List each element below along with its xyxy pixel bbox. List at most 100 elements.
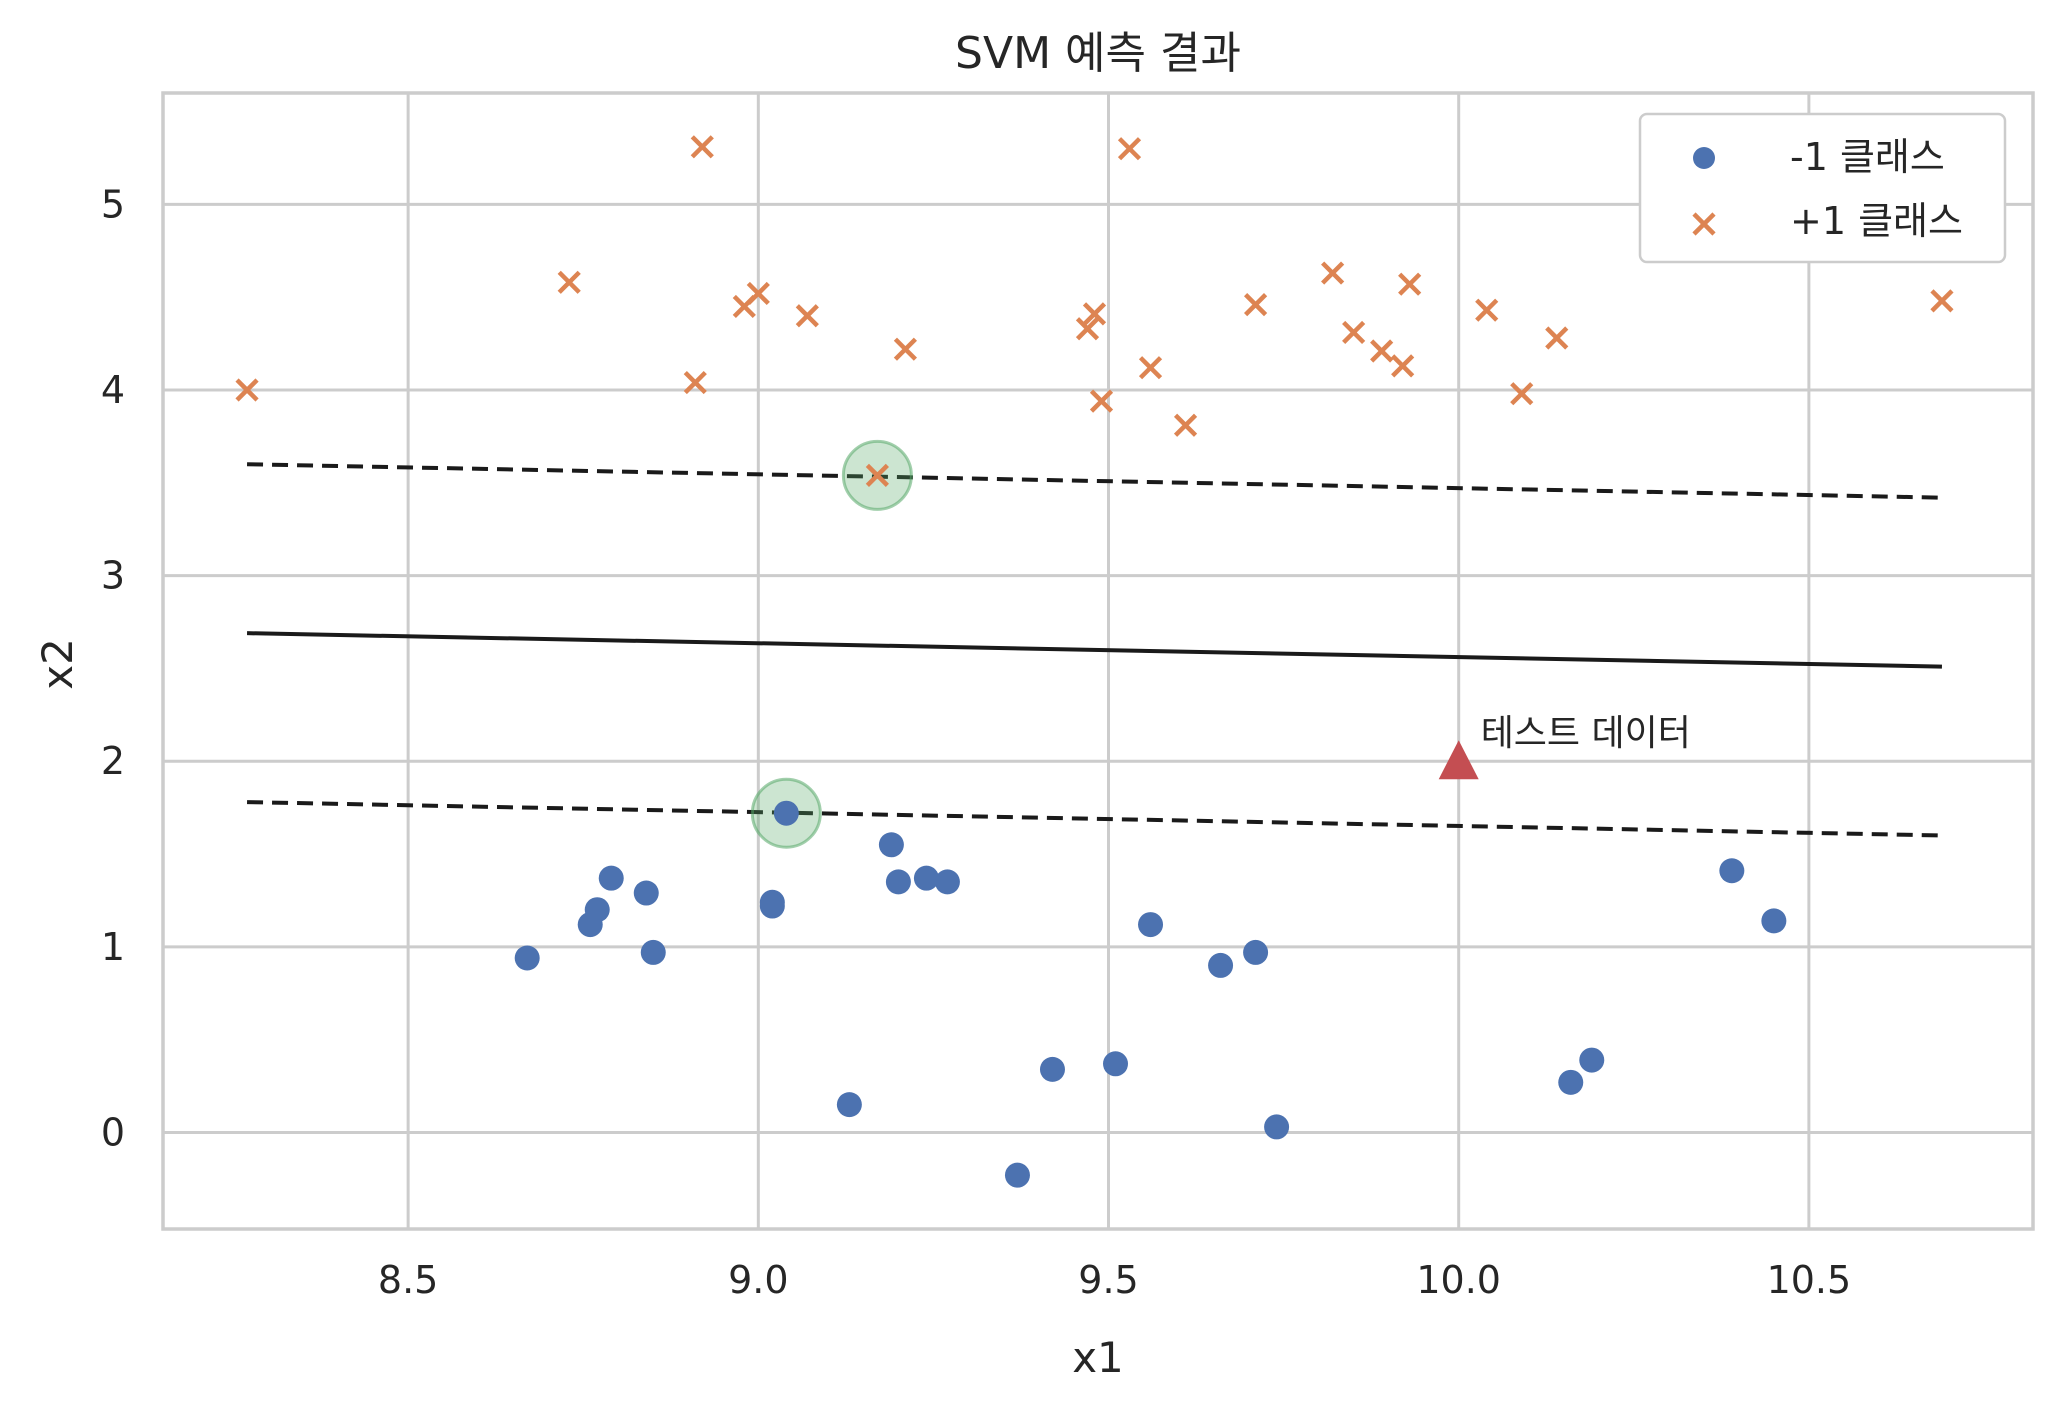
y-tick-labels: 0 1 2 3 4 5 xyxy=(101,182,125,1154)
neg-class-point xyxy=(1208,952,1234,978)
neg-class-point xyxy=(1761,908,1787,934)
pos-class-point xyxy=(683,370,707,395)
x-marker-stroke xyxy=(1075,317,1100,341)
y-tick-label: 2 xyxy=(101,739,125,783)
x-marker-stroke xyxy=(557,270,581,294)
neg-class-point xyxy=(1103,1051,1129,1077)
neg-class-point xyxy=(1558,1069,1584,1095)
x-tick-label: 10.0 xyxy=(1416,1258,1501,1302)
x-marker-stroke xyxy=(746,281,770,306)
x-tick-label: 9.0 xyxy=(728,1258,788,1302)
neg-class-point xyxy=(640,939,666,965)
decision-boundary-line xyxy=(247,631,1942,669)
pos-class-point xyxy=(1321,261,1345,285)
neg-class-point xyxy=(934,869,960,895)
x-tick-labels: 8.5 9.0 9.5 10.0 10.5 xyxy=(378,1258,1851,1302)
neg-class-point xyxy=(514,945,540,971)
pos-class-point xyxy=(1089,389,1114,413)
legend-marker-neg-class xyxy=(1693,147,1715,169)
x-marker-stroke xyxy=(865,463,889,487)
y-tick-label: 1 xyxy=(101,925,125,969)
x-marker-stroke xyxy=(690,135,714,159)
legend-marker-pos-class xyxy=(1692,212,1716,236)
neg-class-point xyxy=(1243,939,1269,965)
pos-class-point xyxy=(690,135,714,159)
legend-x-marker xyxy=(1692,212,1716,236)
x-marker-stroke xyxy=(1391,354,1415,378)
neg-class-point xyxy=(633,880,659,906)
test-point-group xyxy=(1438,740,1479,780)
pos-class-point xyxy=(1082,302,1107,326)
x-marker-stroke xyxy=(1370,339,1394,363)
pos-class-point xyxy=(746,281,770,306)
svm-lines xyxy=(247,462,1942,838)
chart-title: SVM 예측 결과 xyxy=(955,28,1241,79)
x-marker-stroke xyxy=(1510,382,1534,406)
x-marker-stroke xyxy=(1243,293,1268,317)
x-tick-label: 10.5 xyxy=(1767,1258,1852,1302)
x-marker-stroke xyxy=(795,304,819,328)
x-marker-stroke xyxy=(1082,302,1107,326)
neg-class-point xyxy=(913,865,939,891)
x-tick-label: 8.5 xyxy=(378,1258,438,1302)
margin-lower-line xyxy=(247,800,1942,838)
neg-class-point xyxy=(1719,858,1745,884)
x-marker-stroke xyxy=(1342,320,1366,345)
y-tick-label: 0 xyxy=(101,1110,125,1154)
legend-box xyxy=(1638,112,2007,264)
neg-class-point xyxy=(773,800,799,826)
x-marker-stroke xyxy=(1321,261,1345,285)
neg-class-point xyxy=(1138,912,1164,938)
x-marker-stroke xyxy=(1475,298,1499,322)
y-tick-label: 5 xyxy=(101,182,125,226)
x-marker-stroke xyxy=(1117,137,1142,161)
test-point-marker xyxy=(1438,740,1479,780)
x-marker-stroke xyxy=(1173,413,1198,437)
neg-class-point xyxy=(1004,1162,1030,1188)
neg-class-point xyxy=(1579,1047,1605,1073)
y-tick-label: 3 xyxy=(101,554,125,598)
neg-class-point xyxy=(885,869,911,895)
pos-class-point xyxy=(1243,293,1268,317)
plot-frame xyxy=(161,91,2035,1231)
x-marker-stroke xyxy=(683,370,707,395)
neg-class-point xyxy=(836,1092,862,1118)
data-points xyxy=(235,135,1954,1188)
x-axis-label: x1 xyxy=(1072,1333,1124,1382)
test-point-label: 테스트 데이터 xyxy=(1481,713,1691,754)
pos-class-point xyxy=(1391,354,1415,378)
pos-class-point xyxy=(235,378,259,402)
x-marker-stroke xyxy=(1138,356,1163,380)
x-marker-stroke xyxy=(235,378,259,402)
x-tick-label: 9.5 xyxy=(1078,1258,1138,1302)
pos-class-point xyxy=(1370,339,1394,363)
pos-class-point xyxy=(557,270,581,294)
x-marker-stroke xyxy=(1930,289,1954,313)
y-tick-label: 4 xyxy=(101,368,125,412)
x-marker-stroke xyxy=(1545,326,1569,350)
pos-class-point xyxy=(1138,356,1163,380)
neg-class-point xyxy=(584,897,610,923)
neg-class-point xyxy=(759,893,785,919)
x-marker-stroke xyxy=(1692,212,1716,236)
pos-class-point xyxy=(1930,289,1954,313)
y-axis-label: x2 xyxy=(33,638,82,690)
legend: -1 클래스 +1 클래스 xyxy=(1638,112,2007,264)
pos-class-point xyxy=(1117,137,1142,161)
pos-class-point xyxy=(1398,272,1422,296)
neg-class-point xyxy=(1264,1114,1290,1140)
x-marker-stroke xyxy=(1089,389,1114,413)
neg-class-point xyxy=(598,865,624,891)
pos-class-point xyxy=(1475,298,1499,322)
pos-class-point xyxy=(1075,317,1100,341)
pos-class-point xyxy=(865,463,889,487)
pos-class-point xyxy=(795,304,819,328)
pos-class-point xyxy=(1545,326,1569,350)
pos-class-point xyxy=(893,337,917,361)
neg-class-point xyxy=(878,832,904,858)
x-marker-stroke xyxy=(893,337,917,361)
pos-class-point xyxy=(1342,320,1366,345)
pos-class-point xyxy=(1173,413,1198,437)
neg-class-point xyxy=(1039,1056,1065,1082)
legend-label-neg-class: -1 클래스 xyxy=(1790,135,1945,179)
